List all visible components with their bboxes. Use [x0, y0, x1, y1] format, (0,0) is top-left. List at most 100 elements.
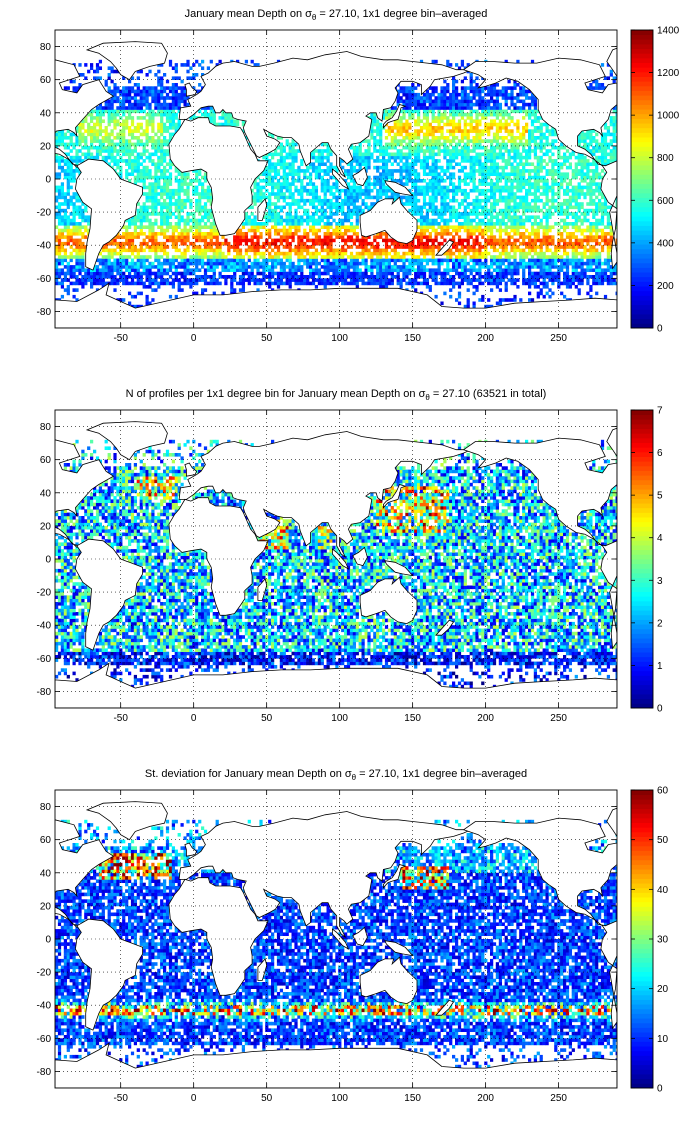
x-tick-label: 200	[477, 333, 494, 344]
y-tick-label: 20	[40, 521, 52, 532]
colorbar-tick-label: 20	[657, 984, 669, 995]
x-tick-label: 50	[261, 713, 273, 724]
panel-title: N of profiles per 1x1 degree bin for Jan…	[55, 388, 617, 402]
y-tick-label: -20	[37, 588, 52, 599]
colorbar-tick-label: 7	[657, 406, 663, 417]
y-tick-label: 0	[45, 175, 51, 186]
land-eurasia	[178, 811, 472, 938]
land-greenland	[85, 421, 168, 461]
colorbar-tick-label: 0	[657, 324, 663, 335]
colorbar-tick-label: 2	[657, 618, 663, 629]
panel-std-deviation: St. deviation for January mean Depth on …	[0, 760, 696, 1120]
y-tick-label: -40	[37, 241, 52, 252]
land-north-america	[55, 819, 115, 928]
grid	[55, 30, 617, 328]
x-tick-label: 150	[404, 1093, 421, 1104]
colorbar-tick-label: 10	[657, 1034, 669, 1045]
colorbar-tick-label: 1200	[657, 68, 680, 79]
land-antarctica	[55, 662, 617, 708]
colorbar-tick-label: 800	[657, 153, 674, 164]
land-north-america	[55, 59, 115, 168]
colorbar-tick-label: 1	[657, 661, 663, 672]
land-uk	[184, 82, 198, 97]
colorbar-tick-label: 60	[657, 786, 669, 797]
land-sumatra	[331, 168, 350, 190]
land-antarctica	[55, 1042, 617, 1088]
data-cells	[55, 439, 617, 689]
land-sumatra	[331, 928, 350, 950]
land-south-america	[74, 538, 144, 651]
y-tick-label: 80	[40, 42, 52, 53]
grid	[55, 790, 617, 1088]
y-tick-label: 40	[40, 868, 52, 879]
data-cells	[55, 59, 617, 309]
y-tick-label: 40	[40, 488, 52, 499]
colorbar-tick-label: 30	[657, 935, 669, 946]
colorbar: 0 200 400 600 800 1000 1200 1400	[630, 26, 680, 335]
x-tick-label: 150	[404, 713, 421, 724]
land-madagascar	[257, 578, 268, 601]
colorbar-tick-label: 40	[657, 885, 669, 896]
y-tick-label: -40	[37, 1001, 52, 1012]
profile-count-map: -50 0 50 100 150 200 250-80-60-40-200204060800…	[37, 406, 663, 725]
colorbar-tick-label: 0	[657, 1084, 663, 1095]
y-tick-label: 60	[40, 455, 52, 466]
panel-profile-count: N of profiles per 1x1 degree bin for Jan…	[0, 380, 696, 740]
panel-title: St. deviation for January mean Depth on …	[55, 768, 617, 782]
x-tick-label: 100	[331, 1093, 348, 1104]
x-tick-label: 150	[404, 333, 421, 344]
x-tick-label: 100	[331, 713, 348, 724]
land-uk	[184, 842, 198, 857]
land-greenland-repeat	[606, 47, 617, 78]
y-tick-label: 80	[40, 802, 52, 813]
land-greenland	[85, 801, 168, 841]
land-madagascar	[257, 198, 268, 221]
x-tick-label: 100	[331, 333, 348, 344]
land-japan	[382, 104, 407, 129]
land-new-guinea	[384, 940, 414, 957]
y-tick-label: 80	[40, 422, 52, 433]
coastlines	[55, 801, 617, 1088]
colorbar-tick-label: 400	[657, 238, 674, 249]
land-australia	[359, 956, 418, 1005]
x-tick-label: -50	[113, 333, 128, 344]
land-greenland	[85, 41, 168, 81]
axes-frame	[54, 29, 618, 329]
colorbar-tick-label: 4	[657, 533, 663, 544]
y-tick-label: -40	[37, 621, 52, 632]
y-tick-label: 0	[45, 935, 51, 946]
land-new-zealand	[435, 619, 455, 636]
axes-frame	[54, 409, 618, 709]
colorbar-tick-label: 5	[657, 491, 663, 502]
colorbar-tick-label: 1400	[657, 26, 680, 37]
land-south-america	[74, 918, 144, 1031]
colorbar-tick-label: 600	[657, 196, 674, 207]
x-tick-label: 0	[191, 333, 197, 344]
land-australia	[359, 196, 418, 245]
land-eurasia	[178, 431, 472, 558]
mean-depth-map: -50 0 50 100 150 200 250-80-60-40-200204060800…	[37, 26, 680, 345]
land-borneo	[352, 926, 368, 947]
land-borneo	[352, 166, 368, 187]
y-tick-label: 60	[40, 835, 52, 846]
y-tick-label: -20	[37, 968, 52, 979]
x-tick-label: 200	[477, 713, 494, 724]
y-tick-label: -80	[37, 687, 52, 698]
land-africa	[168, 497, 269, 616]
colorbar: 0 1 2 3 4 5 6 7	[630, 406, 663, 715]
land-north-america	[55, 439, 115, 548]
colorbar-tick-label: 200	[657, 281, 674, 292]
x-tick-label: 250	[550, 713, 567, 724]
colorbar-tick-label: 6	[657, 448, 663, 459]
coastlines	[55, 41, 617, 328]
y-tick-label: 60	[40, 75, 52, 86]
panel-mean-depth: January mean Depth on σθ = 27.10, 1x1 de…	[0, 0, 696, 360]
y-tick-label: -80	[37, 1067, 52, 1078]
land-borneo	[352, 546, 368, 567]
land-africa	[168, 877, 269, 996]
x-tick-label: -50	[113, 1093, 128, 1104]
y-tick-label: 0	[45, 555, 51, 566]
y-tick-label: -80	[37, 307, 52, 318]
x-tick-label: 50	[261, 1093, 273, 1104]
colorbar-tick-label: 1000	[657, 111, 680, 122]
